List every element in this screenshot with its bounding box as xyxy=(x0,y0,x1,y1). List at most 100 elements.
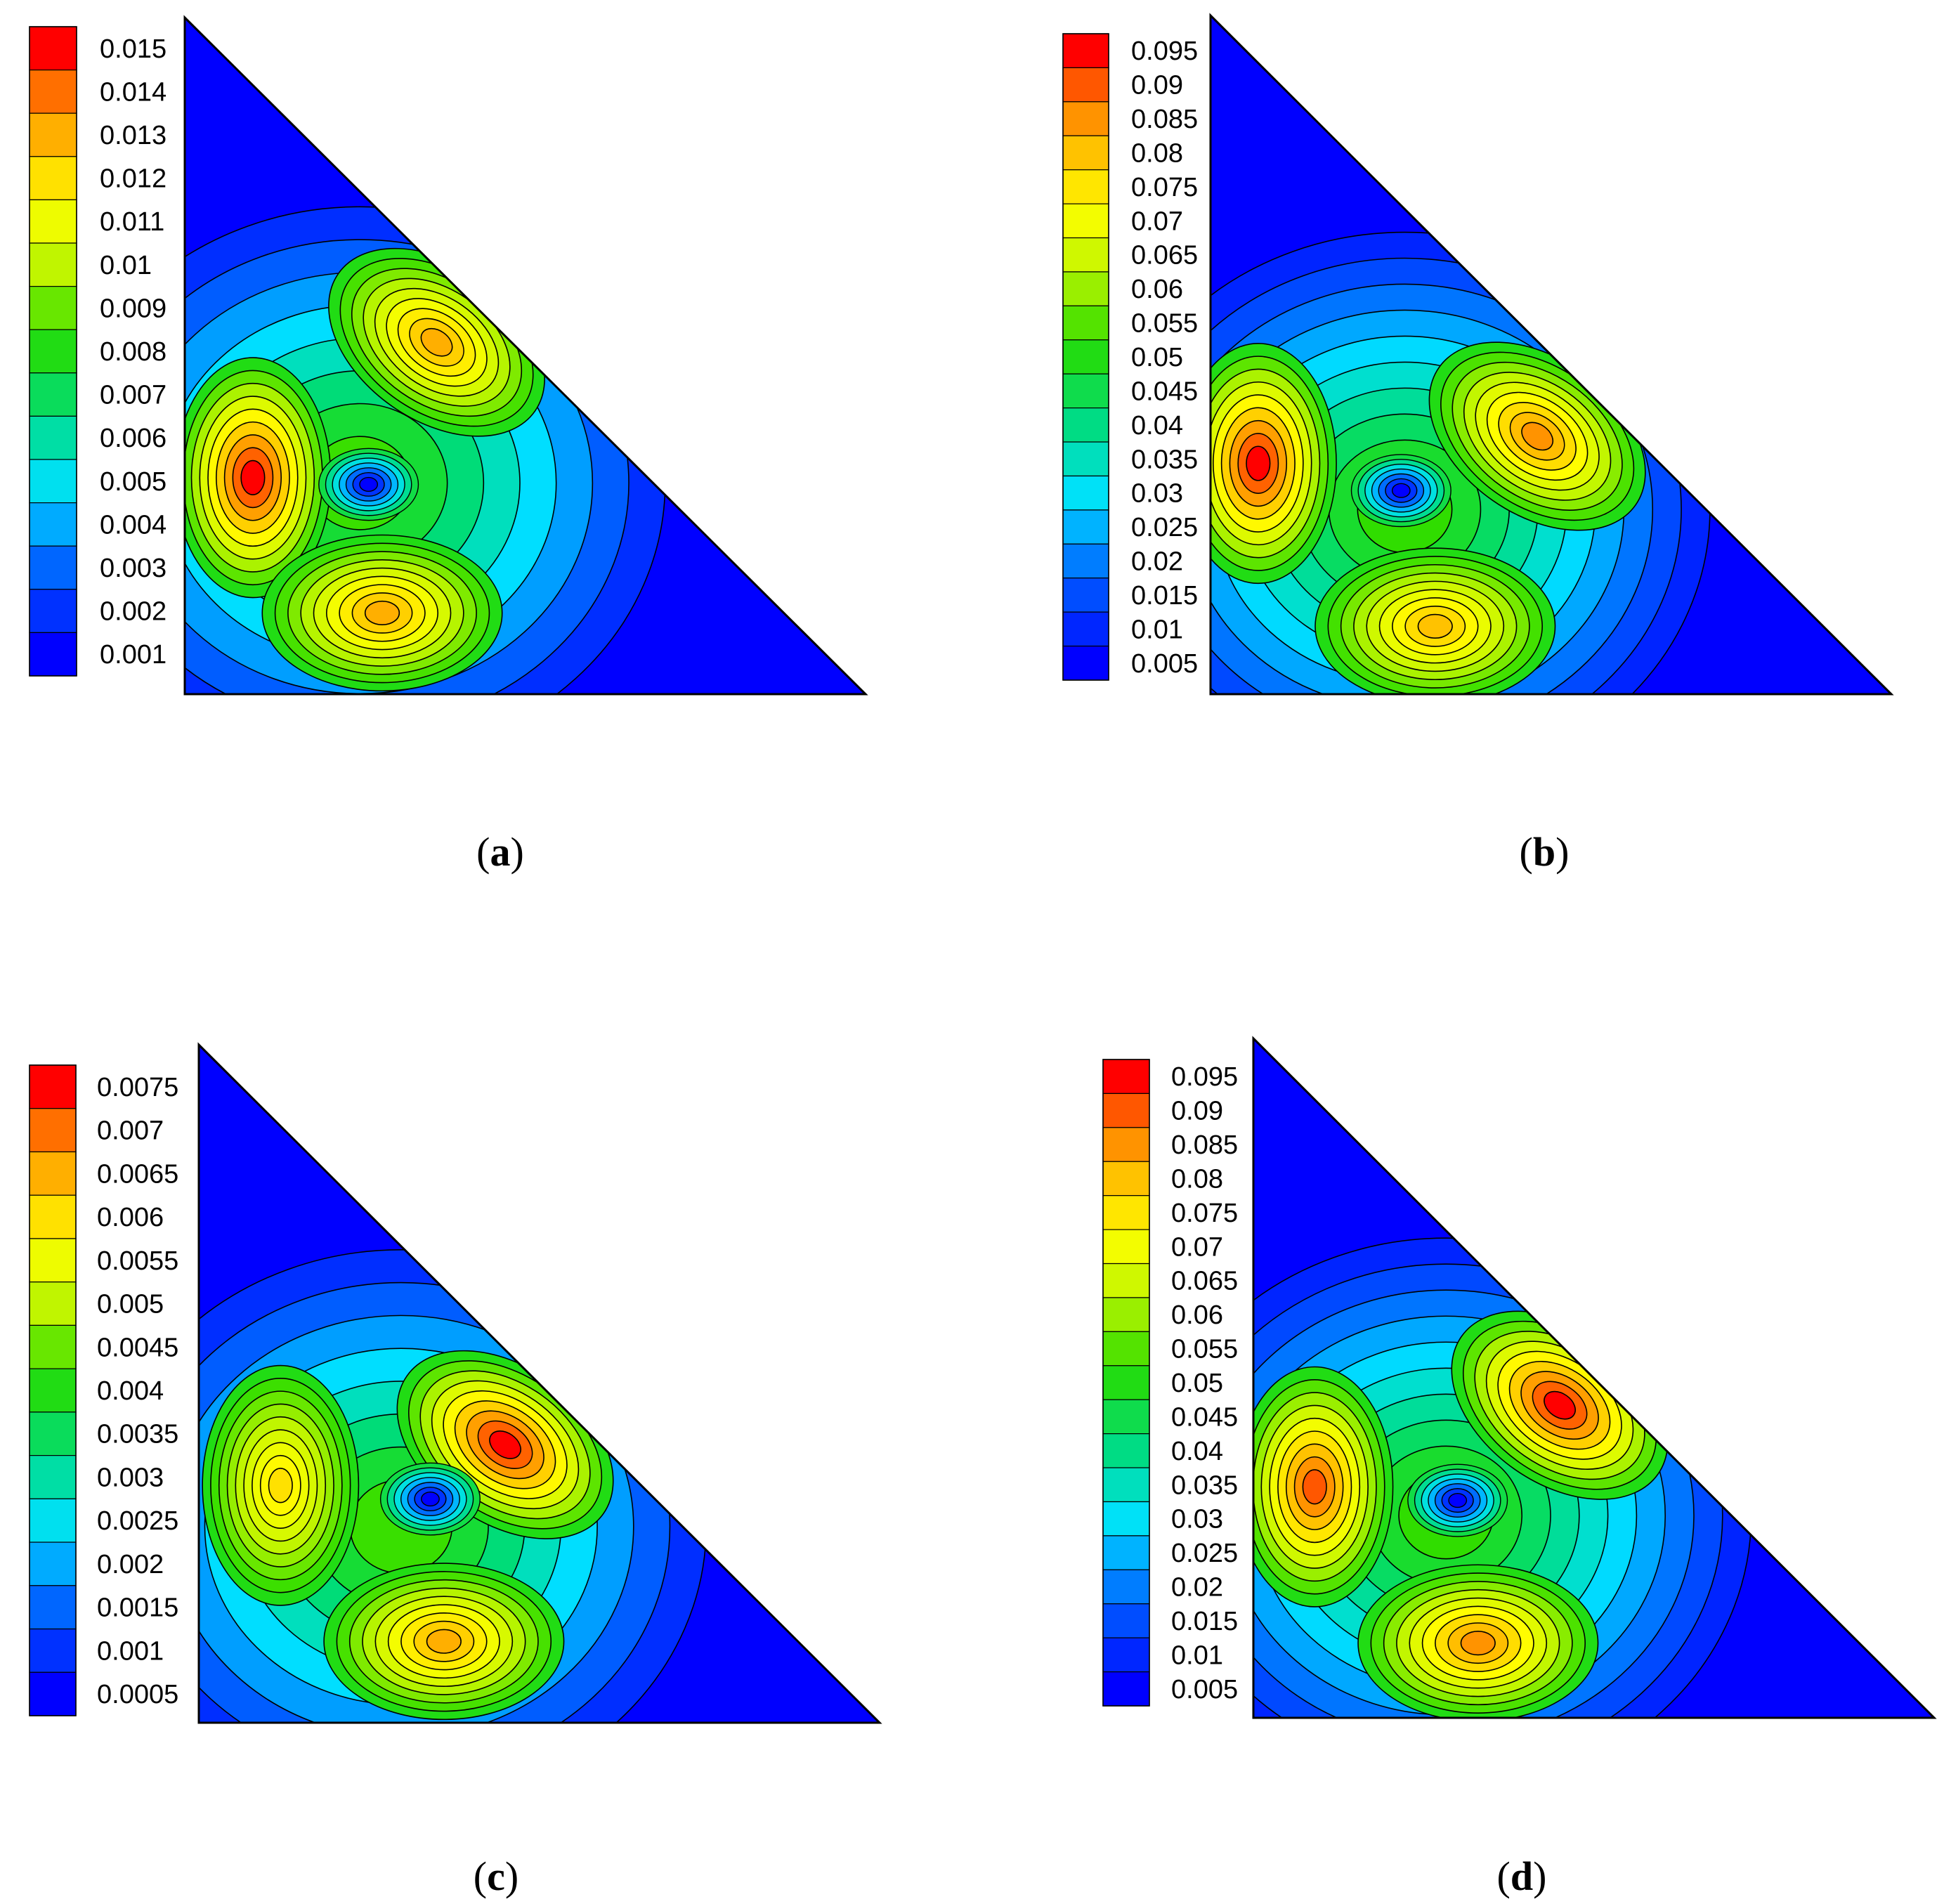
panel-d: 0.095 0.09 0.085 0.08 0.075 0.07 0.065 0.06 0.05… xyxy=(1102,1036,1937,1899)
colorbar-tick-label: 0.0005 xyxy=(97,1680,178,1709)
colorbar-tick-label: 0.0055 xyxy=(97,1246,178,1276)
colorbar-tick-label: 0.002 xyxy=(97,1550,164,1579)
colorbar-tick-label: 0.02 xyxy=(1171,1573,1223,1603)
colorbar-tick-label: 0.03 xyxy=(1171,1505,1223,1534)
panel-letter: a xyxy=(490,829,511,875)
colorbar-swatch xyxy=(1102,1297,1150,1332)
contour-peak-b xyxy=(1246,445,1271,481)
colorbar-tick-label: 0.004 xyxy=(100,510,167,540)
panel-c: 0.0075 0.007 0.0065 0.006 0.0055 0.005 0.0045 0… xyxy=(29,1042,882,1899)
colorbar-swatch xyxy=(1102,1603,1150,1638)
colorbar-tick-label: 0.0045 xyxy=(97,1333,178,1362)
contour-trough-b xyxy=(1391,483,1411,498)
colorbar-swatch xyxy=(1102,1671,1150,1707)
colorbar-swatch xyxy=(29,26,77,71)
colorbar-swatch xyxy=(29,1455,77,1499)
colorbar-tick-label: 0.065 xyxy=(1131,241,1198,270)
contour-peak-a xyxy=(364,600,400,626)
colorbar-swatch xyxy=(1102,1501,1150,1537)
colorbar-tick-label: 0.003 xyxy=(100,554,167,583)
colorbar-tick-label: 0.06 xyxy=(1171,1300,1223,1330)
panel-caption-d: (d) xyxy=(1497,1853,1547,1899)
colorbar-swatch xyxy=(1102,1195,1150,1230)
colorbar-tick-label: 0.015 xyxy=(100,34,167,64)
colorbar-swatch xyxy=(29,286,77,330)
colorbar-tick-label: 0.07 xyxy=(1171,1232,1223,1262)
colorbar-swatch xyxy=(1102,1331,1150,1367)
colorbar-tick-label: 0.085 xyxy=(1171,1130,1238,1160)
colorbar-tick-label: 0.015 xyxy=(1171,1607,1238,1636)
colorbar-swatch xyxy=(1062,441,1109,477)
contour-peak-c xyxy=(426,1629,462,1654)
colorbar-tick-label: 0.0025 xyxy=(97,1506,178,1536)
colorbar-tick-label: 0.001 xyxy=(97,1636,164,1666)
colorbar-swatch xyxy=(1062,339,1109,374)
colorbar-tick-label: 0.03 xyxy=(1131,479,1183,509)
colorbar-swatch xyxy=(1062,305,1109,341)
colorbar-swatch xyxy=(1062,475,1109,511)
panel-caption-a: (a) xyxy=(476,829,524,875)
colorbar-swatch xyxy=(1062,237,1109,273)
colorbar-tick-label: 0.055 xyxy=(1131,309,1198,339)
colorbar-swatch xyxy=(1102,1161,1150,1196)
colorbar-tick-label: 0.02 xyxy=(1131,547,1183,577)
contour-peak-c xyxy=(268,1468,293,1504)
colorbar-tick-label: 0.005 xyxy=(100,467,167,497)
colorbar-tick-label: 0.065 xyxy=(1171,1267,1238,1296)
colorbar-tick-label: 0.095 xyxy=(1131,37,1198,66)
colorbar-swatch xyxy=(1102,1229,1150,1265)
colorbar-swatch xyxy=(29,1194,77,1239)
colorbar-tick-label: 0.01 xyxy=(1131,615,1183,644)
colorbar-swatch xyxy=(29,1411,77,1456)
colorbar-swatch xyxy=(1062,645,1109,681)
colorbar-tick-label: 0.0075 xyxy=(97,1073,178,1102)
panel-letter: c xyxy=(487,1853,505,1899)
colorbar-tick-label: 0.0065 xyxy=(97,1159,178,1189)
contour-trough-c xyxy=(421,1491,440,1507)
colorbar-swatch xyxy=(29,199,77,244)
panel-caption-c: (c) xyxy=(474,1853,518,1899)
domain-outline-c xyxy=(197,1042,882,1724)
colorbar-tick-label: 0.005 xyxy=(1131,649,1198,679)
colorbar-swatch xyxy=(1062,611,1109,647)
colorbar-tick-label: 0.075 xyxy=(1171,1199,1238,1228)
colorbar-tick-label: 0.014 xyxy=(100,77,167,107)
colorbar-tick-label: 0.015 xyxy=(1131,581,1198,611)
colorbar-swatch xyxy=(29,1151,77,1196)
colorbar-swatch xyxy=(29,112,77,157)
panel-letter: d xyxy=(1511,1853,1533,1899)
colorbar-swatch xyxy=(29,1282,77,1326)
colorbar-tick-label: 0.012 xyxy=(100,164,167,194)
colorbar-swatch xyxy=(1062,67,1109,103)
contour-peak-a xyxy=(240,459,266,495)
colorbar-tick-label: 0.085 xyxy=(1131,105,1198,134)
colorbar-swatch xyxy=(1102,1365,1150,1400)
colorbar-swatch xyxy=(1062,373,1109,409)
colorbar-tick-label: 0.09 xyxy=(1171,1097,1223,1126)
domain-outline-b xyxy=(1209,13,1894,696)
colorbar-swatch xyxy=(1102,1535,1150,1570)
colorbar-swatch xyxy=(1062,271,1109,306)
panel-a: 0.015 0.014 0.013 0.012 0.011 0.01 0.009 0.008 0… xyxy=(29,15,868,875)
colorbar-tick-label: 0.0015 xyxy=(97,1593,178,1623)
colorbar-swatch xyxy=(1102,1263,1150,1298)
colorbar-tick-label: 0.045 xyxy=(1171,1402,1238,1432)
colorbar-tick-label: 0.07 xyxy=(1131,207,1183,236)
colorbar-tick-label: 0.035 xyxy=(1131,445,1198,474)
colorbar-d: 0.095 0.09 0.085 0.08 0.075 0.07 0.065 0.06 0.05… xyxy=(1102,1059,1238,1707)
colorbar-swatch xyxy=(29,1628,77,1673)
colorbar-b: 0.095 0.09 0.085 0.08 0.075 0.07 0.065 0.06 0.05… xyxy=(1062,33,1198,681)
colorbar-tick-label: 0.005 xyxy=(1171,1675,1238,1704)
colorbar-tick-label: 0.08 xyxy=(1131,138,1183,168)
colorbar-tick-label: 0.09 xyxy=(1131,71,1183,100)
colorbar-tick-label: 0.007 xyxy=(100,381,167,410)
colorbar-tick-label: 0.095 xyxy=(1171,1062,1238,1092)
colorbar-tick-label: 0.08 xyxy=(1171,1164,1223,1194)
panel-letter: b xyxy=(1533,829,1555,875)
colorbar-tick-label: 0.0035 xyxy=(97,1420,178,1449)
colorbar-swatch xyxy=(29,242,77,287)
colorbar-tick-label: 0.011 xyxy=(100,207,164,237)
colorbar-tick-label: 0.05 xyxy=(1131,343,1183,372)
colorbar-swatch xyxy=(1062,543,1109,579)
